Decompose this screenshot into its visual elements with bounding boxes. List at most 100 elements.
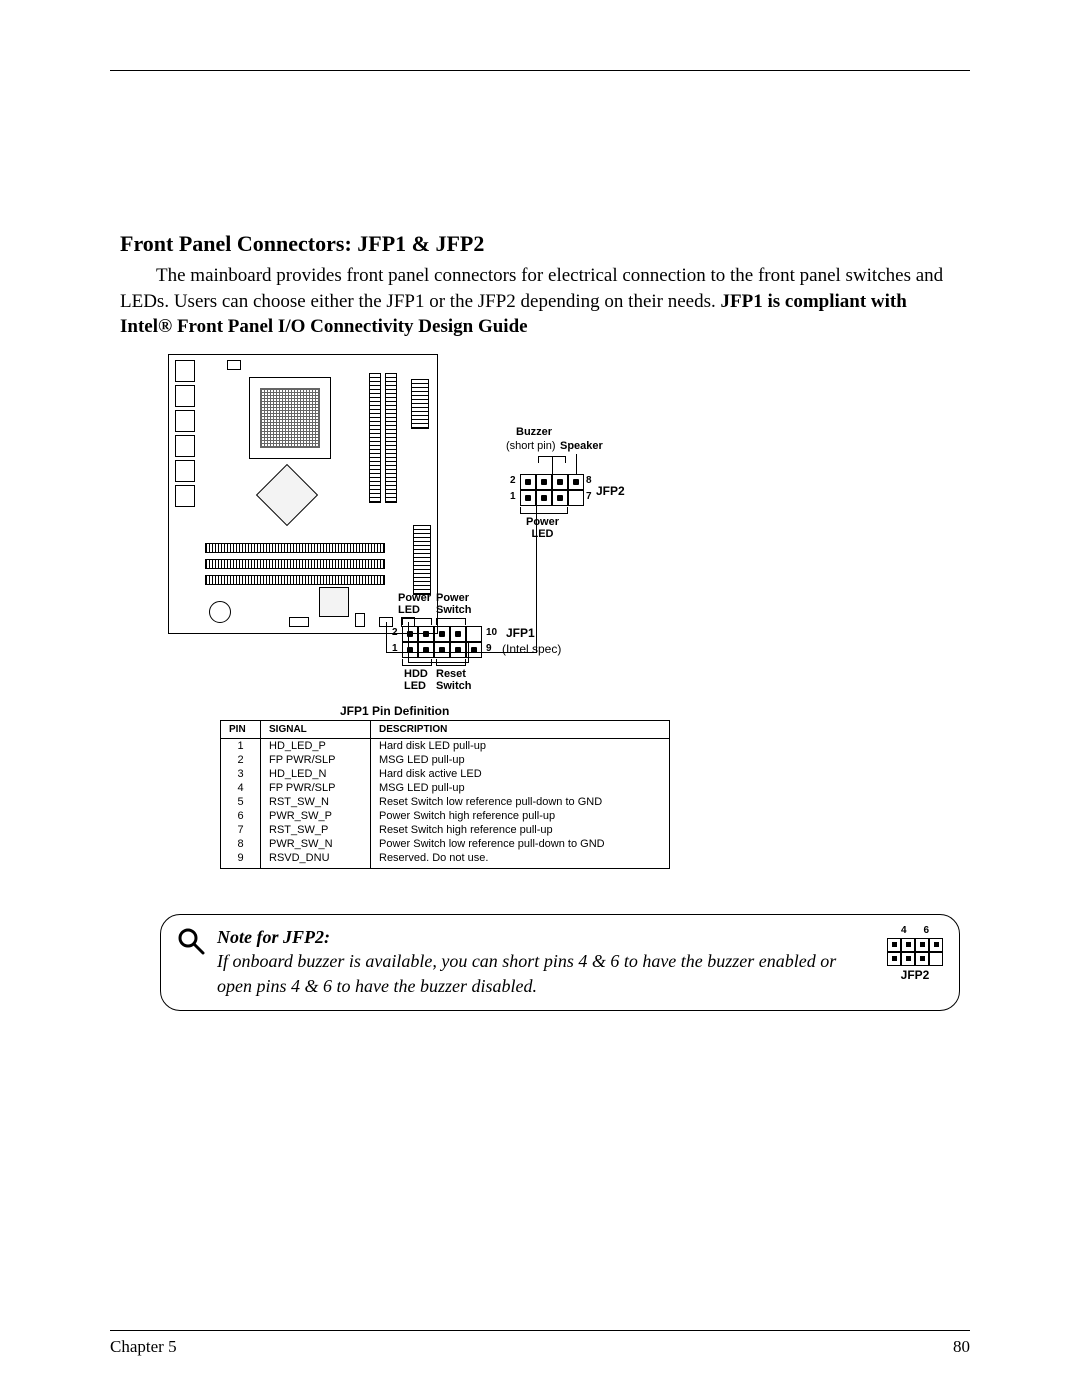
cell-signal: PWR_SW_P <box>261 809 371 823</box>
magnifier-icon <box>177 927 205 960</box>
cell-pin: 2 <box>221 753 261 767</box>
small-header <box>355 613 365 627</box>
pin-num: 1 <box>510 491 516 502</box>
atx-power <box>411 379 429 429</box>
table-row: 9RSVD_DNUReserved. Do not use. <box>221 851 670 869</box>
table-row: 5RST_SW_NReset Switch low reference pull… <box>221 795 670 809</box>
northbridge <box>256 464 318 526</box>
cell-desc: Reset Switch low reference pull-down to … <box>371 795 670 809</box>
bracket <box>436 660 466 666</box>
pci-slot <box>205 543 385 553</box>
mini-name: JFP2 <box>887 968 943 982</box>
cell-pin: 4 <box>221 781 261 795</box>
cell-signal: HD_LED_P <box>261 738 371 753</box>
pin-num: 10 <box>486 627 497 638</box>
label-buzzer: Buzzer <box>516 426 552 438</box>
label-power-led: Power LED <box>398 592 431 616</box>
pci-slot <box>205 575 385 585</box>
cell-signal: FP PWR/SLP <box>261 753 371 767</box>
cell-pin: 5 <box>221 795 261 809</box>
label-power-led: Power LED <box>526 516 559 540</box>
label-speaker: Speaker <box>560 440 603 452</box>
table-row: 3HD_LED_NHard disk active LED <box>221 767 670 781</box>
cpu-socket <box>249 377 331 459</box>
label-hdd-led: HDD LED <box>404 668 428 692</box>
pin-num: 8 <box>586 475 592 486</box>
mini-num: 6 <box>923 925 929 936</box>
cell-pin: 6 <box>221 809 261 823</box>
cell-desc: Hard disk LED pull-up <box>371 738 670 753</box>
cell-pin: 1 <box>221 738 261 753</box>
intro-paragraph: The mainboard provides front panel conne… <box>120 263 960 340</box>
cell-desc: MSG LED pull-up <box>371 781 670 795</box>
note-title: Note for JFP2: <box>217 927 330 947</box>
table-row: 2FP PWR/SLPMSG LED pull-up <box>221 753 670 767</box>
th-desc: Description <box>371 720 670 738</box>
leader-line <box>552 456 553 474</box>
mini-num: 4 <box>901 925 907 936</box>
label-power-switch: Power Switch <box>436 592 471 616</box>
cell-desc: MSG LED pull-up <box>371 753 670 767</box>
bracket <box>436 618 466 624</box>
ide-header <box>413 525 431 595</box>
pin-num: 2 <box>510 475 516 486</box>
diagram: Buzzer (short pin) Speaker 2 1 8 7 JFP2 … <box>160 354 960 914</box>
cell-desc: Hard disk active LED <box>371 767 670 781</box>
cell-signal: HD_LED_N <box>261 767 371 781</box>
small-header <box>227 360 241 370</box>
cell-signal: FP PWR/SLP <box>261 781 371 795</box>
cell-signal: RST_SW_N <box>261 795 371 809</box>
pin-num: 9 <box>486 643 492 654</box>
bracket <box>520 508 568 514</box>
intel-spec: (Intel spec) <box>502 642 561 656</box>
southbridge <box>319 587 349 617</box>
top-rule <box>110 70 970 71</box>
jfp1-pinblock: Power LED Power Switch 2 1 10 9 JFP1 (In… <box>402 626 482 658</box>
dimm-slot <box>385 373 397 503</box>
pin-num: 7 <box>586 491 592 502</box>
leader-line <box>386 622 387 652</box>
cell-signal: RST_SW_P <box>261 823 371 837</box>
cell-signal: PWR_SW_N <box>261 837 371 851</box>
jfp2-pinblock: Buzzer (short pin) Speaker 2 1 8 7 JFP2 … <box>520 474 584 506</box>
jfp2-name: JFP2 <box>596 484 625 498</box>
th-pin: Pin <box>221 720 261 738</box>
cell-desc: Reset Switch high reference pull-up <box>371 823 670 837</box>
footer: Chapter 5 80 <box>110 1330 970 1357</box>
cell-desc: Power Switch high reference pull-up <box>371 809 670 823</box>
pin-table-wrap: JFP1 Pin Definition Pin Signal Descripti… <box>220 704 670 869</box>
footer-left: Chapter 5 <box>110 1337 177 1357</box>
pin-num: 2 <box>392 627 398 638</box>
table-row: 7RST_SW_PReset Switch high reference pul… <box>221 823 670 837</box>
battery <box>209 601 231 623</box>
jfp1-name: JFP1 <box>506 626 535 640</box>
table-row: 8PWR_SW_NPower Switch low reference pull… <box>221 837 670 851</box>
cell-pin: 9 <box>221 851 261 869</box>
note-text: Note for JFP2: If onboard buzzer is avai… <box>217 925 875 998</box>
section-title: Front Panel Connectors: JFP1 & JFP2 <box>120 231 960 257</box>
label-shortpin: (short pin) <box>506 440 556 452</box>
cell-signal: RSVD_DNU <box>261 851 371 869</box>
bracket <box>402 618 432 624</box>
table-row: 4FP PWR/SLPMSG LED pull-up <box>221 781 670 795</box>
pin-num: 1 <box>392 643 398 654</box>
table-row: 6PWR_SW_PPower Switch high reference pul… <box>221 809 670 823</box>
cell-pin: 8 <box>221 837 261 851</box>
cell-pin: 3 <box>221 767 261 781</box>
footer-right: 80 <box>953 1337 970 1357</box>
leader-line <box>576 454 577 474</box>
cell-desc: Reserved. Do not use. <box>371 851 670 869</box>
small-header <box>289 617 309 627</box>
label-reset-switch: Reset Switch <box>436 668 471 692</box>
cell-pin: 7 <box>221 823 261 837</box>
pci-slot <box>205 559 385 569</box>
note-box: Note for JFP2: If onboard buzzer is avai… <box>160 914 960 1011</box>
th-signal: Signal <box>261 720 371 738</box>
dimm-slot <box>369 373 381 503</box>
pin-table: Pin Signal Description 1HD_LED_PHard dis… <box>220 720 670 869</box>
table-row: 1HD_LED_PHard disk LED pull-up <box>221 738 670 753</box>
io-column <box>175 360 195 615</box>
pin-table-title: JFP1 Pin Definition <box>340 704 670 718</box>
note-jfp2-mini: 4 6 JFP2 <box>887 925 943 982</box>
bracket <box>402 660 432 666</box>
